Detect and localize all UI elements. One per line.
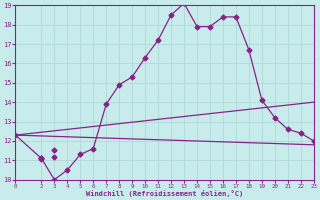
- X-axis label: Windchill (Refroidissement éolien,°C): Windchill (Refroidissement éolien,°C): [86, 190, 243, 197]
